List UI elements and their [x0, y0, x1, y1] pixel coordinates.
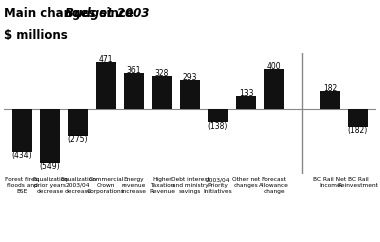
Bar: [180, 80, 200, 109]
Text: (434): (434): [12, 151, 32, 160]
Text: (549): (549): [40, 162, 60, 172]
Bar: [236, 96, 256, 109]
Text: 293: 293: [183, 73, 197, 82]
Text: Main changes since: Main changes since: [4, 7, 138, 20]
Bar: [68, 109, 88, 136]
Text: Budget 2003: Budget 2003: [65, 7, 150, 20]
Text: 182: 182: [323, 84, 337, 93]
Bar: [124, 73, 144, 109]
Text: 471: 471: [99, 55, 113, 64]
Text: (138): (138): [208, 122, 228, 131]
Bar: [348, 109, 368, 127]
Text: 400: 400: [267, 62, 281, 71]
Bar: [320, 91, 340, 109]
Text: (182): (182): [348, 126, 368, 135]
Bar: [40, 109, 60, 163]
Bar: [208, 109, 228, 122]
Bar: [152, 76, 172, 109]
Text: 328: 328: [155, 69, 169, 78]
Bar: [264, 69, 284, 109]
Bar: [12, 109, 32, 152]
Text: (275): (275): [68, 135, 88, 144]
Text: 133: 133: [239, 89, 253, 98]
Text: $ millions: $ millions: [4, 29, 68, 42]
Bar: [96, 62, 116, 109]
Text: 361: 361: [127, 66, 141, 75]
